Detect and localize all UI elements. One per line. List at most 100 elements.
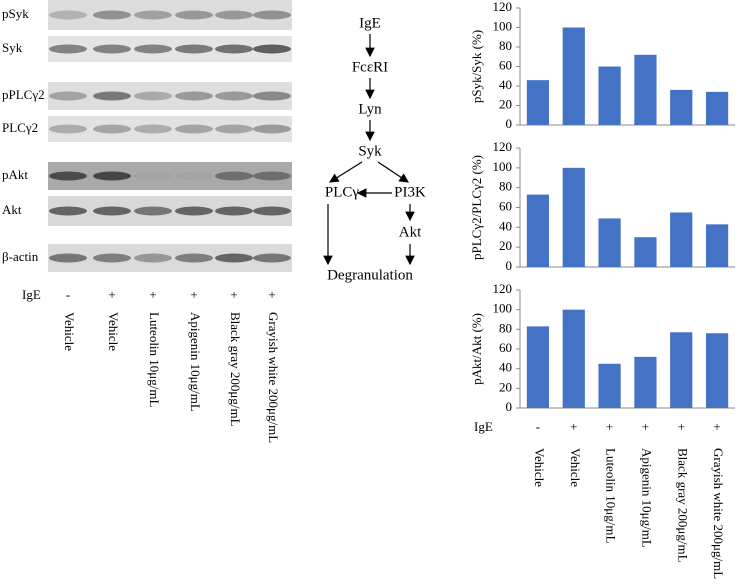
- blot-band: [93, 171, 131, 181]
- y-tick-label: 80: [499, 38, 512, 53]
- blot-band: [134, 44, 172, 54]
- blot-band: [215, 124, 253, 134]
- pathway-node: Akt: [399, 224, 422, 240]
- blot-band: [93, 124, 131, 134]
- blot-band: [215, 44, 253, 54]
- blot-band: [215, 91, 253, 101]
- bar: [562, 309, 585, 408]
- y-tick-label: 40: [499, 77, 512, 92]
- y-tick-label: 100: [493, 159, 513, 174]
- blot-band: [93, 10, 131, 20]
- x-tick-label: Vehicle: [532, 448, 547, 487]
- blot-strip: [48, 82, 292, 110]
- blot-band: [175, 206, 213, 216]
- y-tick-label: 120: [493, 0, 513, 14]
- treatment-sign: +: [713, 419, 720, 434]
- x-tick-label: Black gray 200μg/mL: [675, 448, 690, 563]
- blot-band: [49, 171, 87, 181]
- bar: [634, 237, 657, 267]
- blot-band: [215, 206, 253, 216]
- x-tick-label: Grayish white 200μg/mL: [711, 448, 726, 579]
- treatment-label: IgE: [22, 287, 41, 302]
- blot-band: [253, 206, 291, 216]
- treatment-sign: +: [678, 419, 685, 434]
- blot-band: [253, 91, 291, 101]
- blot-band: [215, 171, 253, 181]
- pathway-node: Degranulation: [327, 267, 413, 283]
- blot-band: [253, 44, 291, 54]
- treatment-sign: +: [149, 287, 156, 302]
- blot-band: [175, 44, 213, 54]
- y-axis-title: pSyk/Syk (%): [469, 30, 484, 103]
- bar: [705, 333, 729, 408]
- pathway-node: PLCγ: [325, 184, 360, 200]
- y-tick-label: 100: [493, 301, 513, 316]
- y-tick-label: 60: [499, 57, 512, 72]
- y-axis-title: pAkt/Akt (%): [469, 313, 484, 385]
- blot-band: [93, 44, 131, 54]
- pathway-node: IgE: [359, 15, 381, 31]
- blot-band: [175, 124, 213, 134]
- blot-band: [134, 10, 172, 20]
- bar: [526, 80, 550, 125]
- blot-band: [93, 206, 131, 216]
- y-tick-label: 20: [499, 379, 512, 394]
- bar: [670, 89, 693, 125]
- treatment-sign: +: [606, 419, 613, 434]
- y-tick-label: 20: [499, 96, 512, 111]
- blot-row-label: β-actin: [2, 249, 39, 264]
- y-tick-label: 120: [493, 281, 513, 296]
- pathway-node: PI3K: [394, 184, 426, 200]
- bar: [705, 224, 729, 267]
- blot-band: [49, 91, 87, 101]
- bar: [598, 363, 621, 408]
- treatment-sign: +: [268, 287, 275, 302]
- treatment-sign: +: [642, 419, 649, 434]
- y-tick-label: 0: [506, 258, 513, 273]
- bar: [562, 27, 585, 125]
- blot-band: [253, 171, 291, 181]
- blot-row-label: pSyk: [2, 6, 29, 21]
- blot-band: [253, 10, 291, 20]
- bar: [634, 54, 657, 125]
- blot-strip: [48, 0, 292, 30]
- lane-label: Vehicle: [106, 312, 121, 351]
- blot-band: [134, 124, 172, 134]
- blot-band: [253, 253, 291, 263]
- lane-label: Black gray 200μg/mL: [228, 312, 243, 427]
- treatment-sign: +: [230, 287, 237, 302]
- x-tick-label: Apigenin 10μg/mL: [639, 448, 654, 548]
- bar: [670, 212, 693, 267]
- y-tick-label: 0: [506, 116, 513, 131]
- lane-label: Luteolin 10μg/mL: [147, 312, 162, 407]
- y-tick-label: 80: [499, 179, 512, 194]
- lane-label: Apigenin 10μg/mL: [188, 312, 203, 412]
- bar: [526, 194, 550, 267]
- y-tick-label: 40: [499, 360, 512, 375]
- y-tick-label: 100: [493, 18, 513, 33]
- blot-row-label: PLCγ2: [2, 120, 38, 135]
- charts: 0 20 40 60 80 100 120 pSyk/Syk (%) 0 20 40 60 80 100 1…: [469, 0, 735, 579]
- blot-band: [215, 10, 253, 20]
- blot-band: [175, 253, 213, 263]
- blot-band: [253, 124, 291, 134]
- x-tick-label: Luteolin 10μg/mL: [604, 448, 619, 543]
- bar: [598, 66, 621, 125]
- blot-row-label: Syk: [2, 40, 23, 55]
- pathway-node: Syk: [358, 143, 382, 159]
- y-tick-label: 60: [499, 198, 512, 213]
- blot-band: [49, 124, 87, 134]
- treatment-sign: +: [190, 287, 197, 302]
- y-tick-label: 60: [499, 340, 512, 355]
- bar: [562, 167, 585, 267]
- blot-band: [215, 253, 253, 263]
- blot-band: [175, 10, 213, 20]
- blot-band: [134, 171, 172, 181]
- treatment-sign: +: [108, 287, 115, 302]
- lane-label: Vehicle: [62, 312, 77, 351]
- y-tick-label: 40: [499, 218, 512, 233]
- arrow: [328, 161, 363, 183]
- blot-row-label: pAkt: [2, 167, 28, 182]
- y-tick-label: 20: [499, 238, 512, 253]
